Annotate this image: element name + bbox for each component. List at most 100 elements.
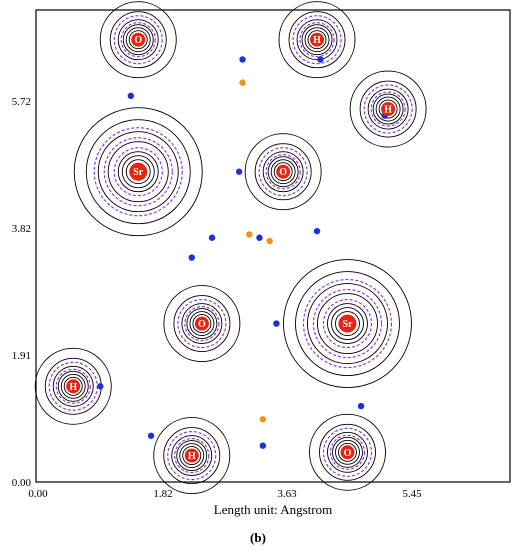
atom-marker	[338, 314, 357, 333]
x-tick-label: 1.82	[153, 488, 172, 500]
negative-contour-lines	[48, 15, 413, 481]
contour-ring	[173, 295, 231, 353]
ring-critical-point	[266, 237, 273, 245]
contour-ring	[122, 24, 154, 56]
atom-label: Sr	[133, 167, 144, 178]
contour-ring	[60, 373, 86, 399]
contour-ring	[283, 259, 412, 389]
atom-label: O	[344, 448, 352, 459]
negative-contour-ring	[302, 279, 393, 369]
contour-ring	[338, 442, 357, 462]
atom-label: H	[188, 451, 196, 462]
contour-ring	[372, 93, 404, 125]
contour-ring	[97, 131, 179, 213]
negative-contour-ring	[265, 154, 301, 190]
contour-ring	[109, 11, 167, 69]
contour-ring	[117, 19, 159, 61]
negative-contour-ring	[299, 22, 335, 58]
ring-critical-point	[239, 79, 246, 86]
axis-unit-caption: Length unit: Angstrom	[214, 502, 332, 517]
bond-critical-point	[317, 56, 324, 63]
ring-critical-point	[246, 231, 253, 238]
contour-ring	[332, 436, 363, 468]
contour-ring	[278, 1, 356, 79]
bond-critical-point	[235, 168, 243, 175]
contour-ring	[176, 440, 208, 472]
x-tick-label: 0.00	[28, 488, 48, 500]
contour-ring	[181, 303, 223, 345]
contour-ring	[267, 156, 299, 188]
atom-marker	[340, 445, 355, 460]
contour-ring	[182, 446, 202, 466]
x-axis-ticks: 0.00 1.82 3.63 5.45	[28, 488, 422, 500]
contour-ring	[335, 311, 360, 337]
negative-contour-ring	[312, 289, 383, 359]
contour-ring	[125, 27, 151, 53]
contour-ring	[99, 1, 177, 79]
atom-label: O	[279, 167, 287, 178]
negative-contour-ring	[363, 84, 413, 134]
contour-ring	[367, 88, 409, 130]
contour-ring	[186, 308, 218, 340]
contour-ring	[171, 435, 213, 477]
contour-ring	[244, 133, 322, 211]
atom-label: Sr	[342, 319, 353, 330]
negative-contour-ring	[184, 306, 220, 342]
panel-label: (b)	[250, 530, 266, 545]
contour-ring	[153, 417, 231, 495]
negative-contour-ring	[120, 22, 156, 58]
atom-marker	[194, 316, 209, 331]
contour-ring	[63, 376, 83, 396]
negative-contour-ring	[329, 434, 366, 470]
atom-markers: O H H O Sr O Sr H H O	[66, 32, 396, 463]
negative-contour-ring	[103, 137, 173, 207]
negative-contour-ring	[167, 431, 217, 481]
atom-marker	[310, 32, 325, 47]
negative-contour-ring	[55, 368, 91, 404]
atom-label: H	[384, 105, 392, 116]
atom-label: H	[69, 382, 77, 393]
y-tick-label: 3.82	[12, 223, 31, 235]
contour-ring	[349, 70, 427, 148]
plot-frame	[35, 9, 511, 483]
contour-ring	[317, 293, 378, 355]
negative-contour-ring	[322, 427, 373, 477]
contour-ring	[121, 155, 155, 189]
y-tick-label: 5.72	[12, 96, 31, 108]
contour-ring	[262, 151, 304, 193]
contour-ring	[179, 443, 205, 469]
y-tick-label: 1.91	[12, 350, 31, 362]
bond-critical-point	[188, 254, 195, 261]
atom-marker	[381, 102, 396, 117]
contour-ring	[307, 30, 327, 50]
contour-ring	[327, 431, 368, 473]
atom-label: O	[198, 319, 206, 330]
bond-critical-point	[313, 227, 321, 235]
contour-ring	[335, 439, 360, 465]
y-tick-label: 0.00	[12, 477, 32, 489]
atom-marker	[184, 448, 199, 463]
negative-contour-ring	[93, 127, 183, 217]
bond-critical-point	[208, 234, 216, 241]
contour-ring	[85, 119, 191, 225]
negative-contour-ring	[370, 91, 406, 127]
bond-critical-point	[147, 432, 155, 439]
contour-ring	[288, 11, 346, 69]
contour-ring	[301, 24, 333, 56]
contour-ring	[296, 19, 338, 61]
contour-ring	[125, 159, 151, 185]
x-tick-label: 3.63	[277, 488, 297, 500]
contour-ring	[34, 347, 112, 425]
negative-contour-ring	[322, 299, 373, 349]
ring-critical-point	[259, 416, 267, 423]
contour-ring	[57, 370, 89, 402]
bond-critical-point	[273, 320, 280, 327]
bond-critical-point	[256, 234, 263, 241]
contour-ring	[378, 99, 398, 119]
negative-contour-ring	[113, 147, 163, 197]
contour-ring	[327, 303, 368, 345]
critical-points	[97, 56, 388, 449]
contour-ring	[163, 427, 221, 485]
contour-ring	[254, 143, 312, 201]
